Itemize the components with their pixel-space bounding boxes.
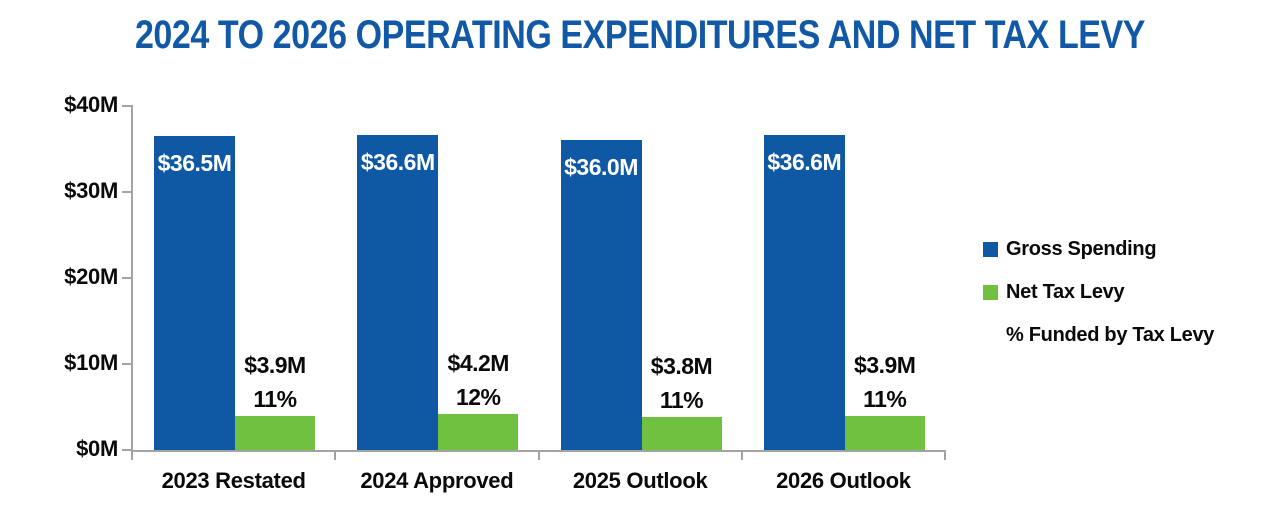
y-axis-tick xyxy=(122,105,132,107)
chart-title: 2024 TO 2026 OPERATING EXPENDITURES AND … xyxy=(134,13,1146,57)
y-axis-tick-label: $30M xyxy=(64,178,118,203)
x-axis-tick xyxy=(944,452,946,460)
legend-swatch-icon xyxy=(983,285,998,300)
bar-net-tax-levy xyxy=(438,413,519,450)
net-tax-levy-value-label: $3.9M xyxy=(244,352,306,379)
bar-net-tax-levy xyxy=(844,416,925,450)
x-axis-tick xyxy=(131,452,133,460)
y-axis-tick xyxy=(122,191,132,193)
y-axis-tick xyxy=(122,449,132,451)
bar-gross-spending xyxy=(560,140,642,450)
net-tax-levy-value-label: $3.9M xyxy=(854,352,916,379)
legend-label: Gross Spending xyxy=(1006,238,1157,260)
legend-swatch-icon xyxy=(983,242,998,257)
legend-item: Gross Spending xyxy=(983,239,1214,260)
gross-spending-value-label: $36.0M xyxy=(564,154,638,181)
legend-label: % Funded by Tax Levy xyxy=(1006,324,1215,346)
pct-funded-label: 11% xyxy=(863,386,907,413)
pct-funded-label: 11% xyxy=(659,387,704,414)
x-axis-tick xyxy=(334,452,337,460)
gross-spending-value-label: $36.5M xyxy=(157,150,232,177)
y-axis-tick-label: $40M xyxy=(64,92,118,117)
x-axis-category-label: 2024 Approved xyxy=(360,468,514,493)
net-tax-levy-value-label: $4.2M xyxy=(447,349,510,376)
pct-funded-label: 11% xyxy=(253,386,297,413)
y-axis-tick xyxy=(122,363,132,365)
legend-label: Net Tax Levy xyxy=(1006,281,1125,303)
bar-gross-spending xyxy=(357,135,439,450)
y-axis-tick-label: $20M xyxy=(64,264,118,289)
y-axis-tick-label: $0M xyxy=(76,436,118,461)
legend: Gross Spending Net Tax Levy % Funded by Ta… xyxy=(983,239,1214,368)
bar-net-tax-levy xyxy=(235,416,315,450)
legend-item: % Funded by Tax Levy xyxy=(983,325,1214,346)
x-axis-category-label: 2023 Restated xyxy=(161,468,306,493)
gross-spending-value-label: $36.6M xyxy=(360,149,435,176)
bar-net-tax-levy xyxy=(641,417,722,450)
x-axis-category-label: 2025 Outlook xyxy=(572,468,708,493)
y-axis-line xyxy=(131,105,133,452)
x-axis-category-label: 2026 Outlook xyxy=(776,468,911,493)
bar-gross-spending xyxy=(763,135,845,450)
net-tax-levy-value-label: $3.8M xyxy=(650,353,713,380)
gross-spending-value-label: $36.6M xyxy=(767,149,842,176)
x-axis-tick xyxy=(537,452,540,460)
bar-gross-spending xyxy=(154,136,235,450)
y-axis-tick xyxy=(122,277,132,279)
pct-funded-label: 12% xyxy=(455,383,501,410)
legend-item: Net Tax Levy xyxy=(983,282,1214,303)
x-axis-line xyxy=(131,450,946,452)
y-axis-tick-label: $10M xyxy=(64,350,118,375)
x-axis-tick xyxy=(740,452,743,460)
